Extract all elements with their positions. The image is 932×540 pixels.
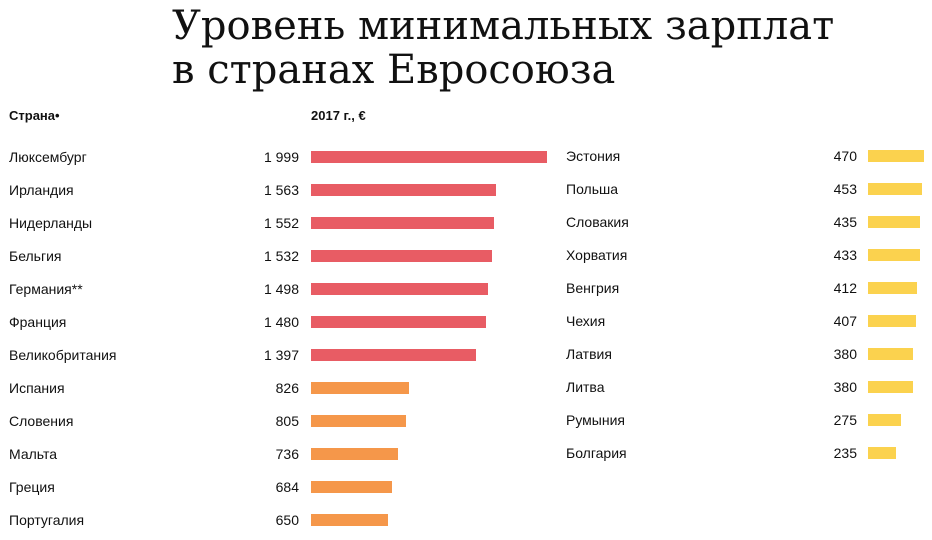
- bar: [868, 414, 901, 426]
- bar: [868, 315, 916, 327]
- country-label: Литва: [566, 379, 605, 395]
- country-label: Греция: [9, 479, 55, 495]
- country-label: Латвия: [566, 346, 612, 362]
- bar: [311, 316, 486, 328]
- country-label: Люксембург: [9, 149, 87, 165]
- country-label: Румыния: [566, 412, 625, 428]
- country-label: Словения: [9, 413, 73, 429]
- chart-title: Уровень минимальных зарплат в странах Ев…: [172, 4, 834, 92]
- bar: [868, 381, 913, 393]
- bar: [311, 217, 494, 229]
- bar: [311, 283, 488, 295]
- value-label: 235: [834, 445, 858, 461]
- value-label: 1 532: [264, 248, 299, 264]
- value-label: 1 480: [264, 314, 299, 330]
- value-label: 826: [276, 380, 300, 396]
- bar: [311, 514, 388, 526]
- bar: [868, 282, 917, 294]
- country-label: Болгария: [566, 445, 627, 461]
- value-label: 380: [834, 379, 858, 395]
- value-label: 435: [834, 214, 858, 230]
- country-label: Испания: [9, 380, 65, 396]
- value-label: 650: [276, 512, 300, 528]
- country-label: Мальта: [9, 446, 57, 462]
- country-label: Ирландия: [9, 182, 74, 198]
- value-label: 1 999: [264, 149, 299, 165]
- value-label: 470: [834, 148, 858, 164]
- bar: [868, 183, 922, 195]
- chart-title-line-2: в странах Евросоюза: [172, 47, 616, 93]
- country-column-header: Страна•: [9, 108, 60, 123]
- value-label: 433: [834, 247, 858, 263]
- country-label: Германия**: [9, 281, 83, 297]
- bar: [868, 150, 924, 162]
- country-label: Бельгия: [9, 248, 61, 264]
- value-label: 1 552: [264, 215, 299, 231]
- bar: [868, 348, 913, 360]
- country-label: Польша: [566, 181, 618, 197]
- bar: [311, 382, 409, 394]
- value-label: 805: [276, 413, 300, 429]
- value-label: 453: [834, 181, 858, 197]
- bar: [311, 481, 392, 493]
- country-label: Чехия: [566, 313, 605, 329]
- bar: [311, 448, 398, 460]
- country-label: Венгрия: [566, 280, 619, 296]
- country-label: Португалия: [9, 512, 84, 528]
- chart-title-line-1: Уровень минимальных зарплат: [172, 3, 835, 49]
- value-label: 1 563: [264, 182, 299, 198]
- bar: [868, 216, 920, 228]
- value-label: 1 498: [264, 281, 299, 297]
- value-label: 1 397: [264, 347, 299, 363]
- value-column-header: 2017 г., €: [311, 108, 366, 123]
- country-label: Франция: [9, 314, 66, 330]
- bar: [311, 250, 492, 262]
- country-label: Словакия: [566, 214, 629, 230]
- value-label: 684: [276, 479, 300, 495]
- value-label: 275: [834, 412, 858, 428]
- bar: [868, 249, 920, 261]
- country-label: Эстония: [566, 148, 620, 164]
- bar: [311, 184, 496, 196]
- bar: [311, 349, 476, 361]
- value-label: 407: [834, 313, 858, 329]
- bar: [311, 151, 547, 163]
- country-label: Нидерланды: [9, 215, 92, 231]
- value-label: 380: [834, 346, 858, 362]
- bar: [311, 415, 406, 427]
- bar: [868, 447, 896, 459]
- country-label: Великобритания: [9, 347, 117, 363]
- value-label: 412: [834, 280, 858, 296]
- value-label: 736: [276, 446, 300, 462]
- country-label: Хорватия: [566, 247, 627, 263]
